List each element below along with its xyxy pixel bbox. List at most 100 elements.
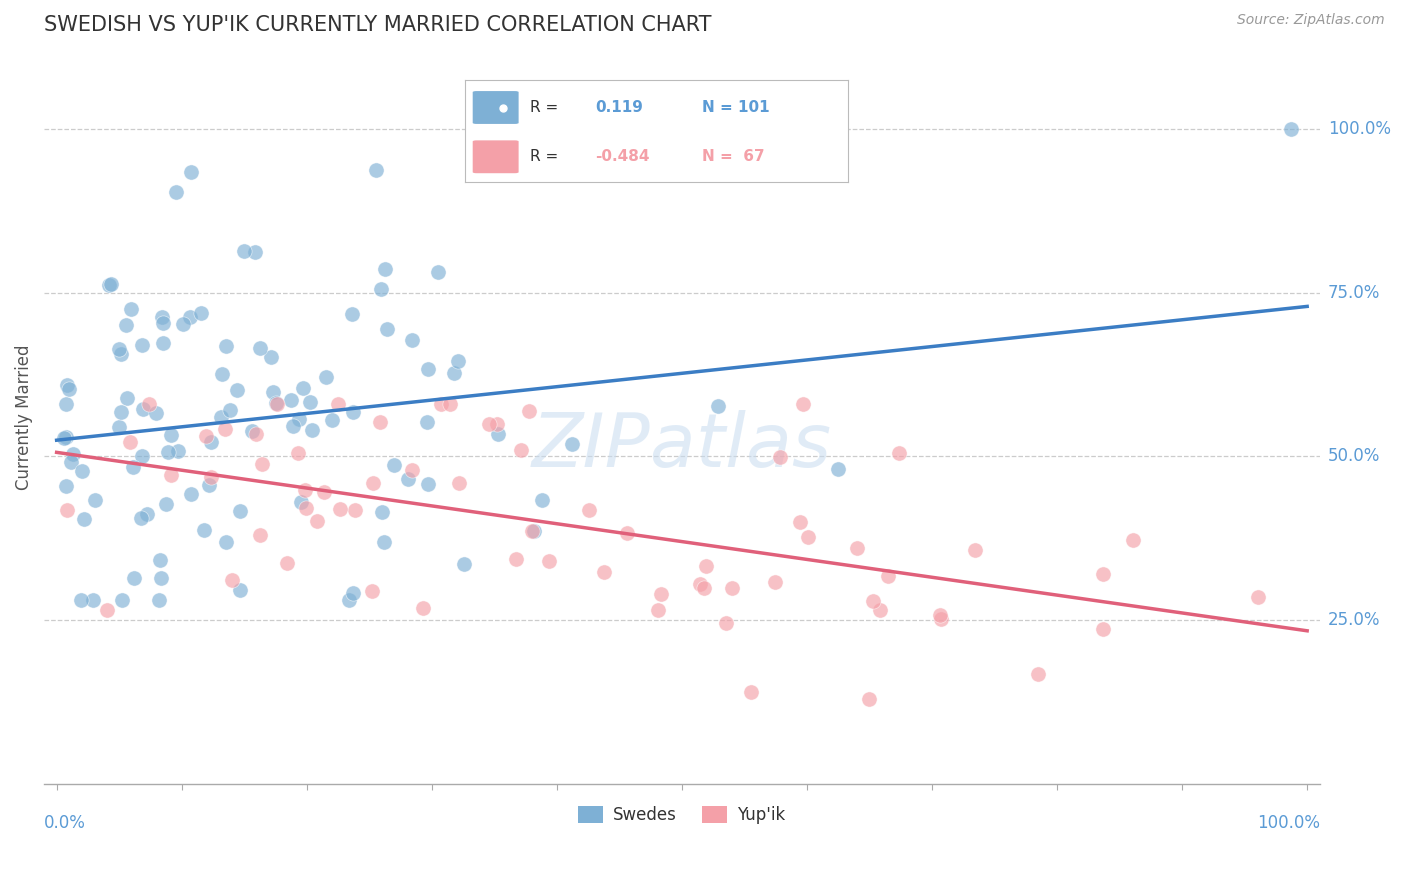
Point bbox=[1279, 122, 1302, 136]
Point bbox=[328, 397, 350, 411]
Point bbox=[343, 502, 366, 516]
Point bbox=[447, 354, 470, 368]
Text: 50.0%: 50.0% bbox=[1329, 448, 1381, 466]
Point bbox=[250, 457, 273, 471]
Point bbox=[315, 370, 337, 384]
Point bbox=[412, 601, 434, 615]
Point bbox=[110, 346, 132, 360]
Point bbox=[276, 556, 298, 570]
Point bbox=[418, 477, 440, 491]
Point bbox=[232, 244, 254, 258]
Point bbox=[443, 366, 465, 380]
Point bbox=[159, 428, 181, 442]
Point bbox=[531, 493, 554, 508]
Point bbox=[226, 383, 249, 397]
Point bbox=[1026, 667, 1049, 681]
Point bbox=[689, 577, 711, 591]
Point bbox=[373, 534, 395, 549]
Point bbox=[329, 501, 352, 516]
Point bbox=[375, 322, 398, 336]
Point bbox=[361, 476, 384, 491]
Point bbox=[148, 593, 170, 607]
Point bbox=[108, 420, 131, 434]
Point bbox=[82, 593, 104, 607]
Point bbox=[1092, 566, 1115, 581]
Point bbox=[792, 397, 814, 411]
Point bbox=[195, 428, 218, 442]
Point bbox=[314, 485, 336, 500]
Point bbox=[120, 434, 142, 449]
Point bbox=[132, 401, 155, 416]
Point bbox=[215, 339, 238, 353]
Point bbox=[131, 449, 153, 463]
Point bbox=[298, 395, 321, 409]
Point bbox=[301, 423, 323, 437]
Point bbox=[266, 397, 288, 411]
Point bbox=[509, 443, 531, 458]
Point bbox=[714, 616, 737, 631]
Text: SWEDISH VS YUP'IK CURRENTLY MARRIED CORRELATION CHART: SWEDISH VS YUP'IK CURRENTLY MARRIED CORR… bbox=[44, 15, 711, 35]
Point bbox=[198, 477, 221, 491]
Point bbox=[342, 404, 364, 418]
Point bbox=[200, 470, 222, 484]
Point bbox=[56, 503, 79, 517]
Point bbox=[115, 318, 138, 333]
Point bbox=[52, 431, 75, 445]
Point bbox=[789, 516, 811, 530]
Point bbox=[240, 424, 263, 438]
Point bbox=[340, 307, 363, 321]
Point bbox=[179, 310, 201, 325]
Point bbox=[209, 410, 232, 425]
Point bbox=[193, 523, 215, 537]
Point bbox=[887, 446, 910, 460]
Point bbox=[505, 552, 527, 566]
Point bbox=[797, 530, 820, 544]
Point bbox=[266, 396, 288, 410]
Point bbox=[740, 685, 762, 699]
Point bbox=[291, 381, 314, 395]
Point bbox=[180, 165, 202, 179]
Point bbox=[877, 569, 900, 583]
Point bbox=[846, 541, 869, 556]
Point bbox=[211, 367, 233, 381]
Point bbox=[262, 385, 284, 400]
Point bbox=[862, 594, 884, 608]
Point bbox=[1247, 590, 1270, 604]
Point bbox=[486, 427, 509, 442]
Point bbox=[453, 557, 475, 571]
Point bbox=[157, 444, 180, 458]
Point bbox=[416, 415, 439, 429]
Point bbox=[929, 612, 952, 626]
Text: 100.0%: 100.0% bbox=[1257, 814, 1320, 832]
Point bbox=[138, 397, 160, 411]
Point bbox=[107, 342, 129, 356]
Point bbox=[368, 416, 391, 430]
Point bbox=[593, 565, 616, 579]
Point bbox=[517, 404, 540, 418]
Point bbox=[159, 467, 181, 482]
Point bbox=[928, 608, 950, 623]
Point bbox=[200, 435, 222, 450]
Text: 75.0%: 75.0% bbox=[1329, 284, 1381, 301]
Point bbox=[337, 593, 360, 607]
Point bbox=[426, 265, 449, 279]
Point bbox=[401, 334, 423, 348]
Point bbox=[1122, 533, 1144, 547]
Point bbox=[374, 261, 396, 276]
Point bbox=[215, 534, 238, 549]
Point bbox=[371, 505, 394, 519]
Point bbox=[172, 317, 194, 331]
Point bbox=[384, 458, 406, 472]
Point bbox=[221, 573, 243, 587]
Point bbox=[321, 413, 343, 427]
Point bbox=[281, 419, 304, 434]
Point bbox=[229, 583, 252, 598]
Point bbox=[485, 417, 508, 431]
Point bbox=[429, 397, 451, 411]
Point bbox=[180, 487, 202, 501]
Point bbox=[249, 528, 271, 542]
Point bbox=[131, 337, 153, 351]
Point bbox=[763, 574, 786, 589]
Point bbox=[124, 571, 146, 585]
Point bbox=[219, 402, 242, 417]
